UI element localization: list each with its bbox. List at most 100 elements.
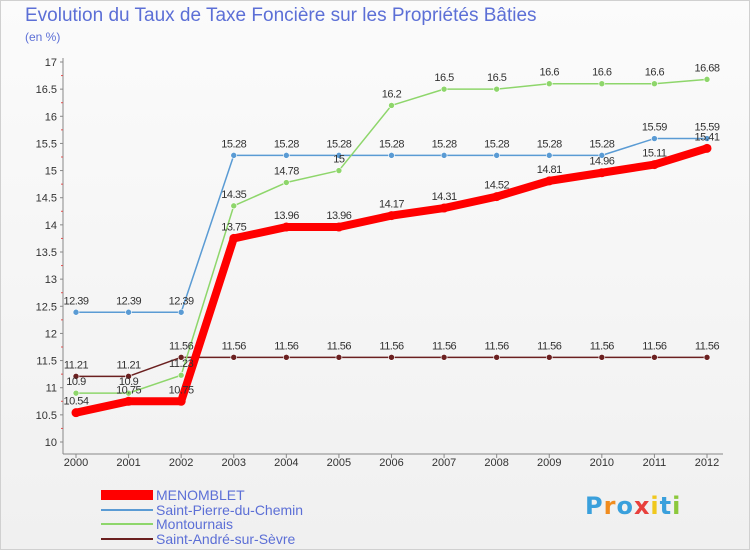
data-point — [492, 192, 502, 202]
data-label: 11.21 — [116, 359, 141, 371]
data-point — [440, 152, 448, 159]
data-point — [335, 354, 343, 361]
y-tick-label: 17 — [45, 57, 57, 69]
data-label: 11.56 — [590, 340, 615, 352]
data-label: 15.11 — [642, 148, 667, 160]
legend-swatch — [101, 490, 153, 500]
x-tick-label: 2010 — [590, 457, 614, 469]
data-point — [177, 371, 185, 379]
data-point — [703, 76, 711, 83]
data-point — [229, 233, 239, 243]
x-tick-label: 2007 — [432, 457, 456, 469]
data-point — [335, 167, 343, 174]
data-point — [651, 80, 658, 88]
data-point — [283, 354, 290, 361]
data-label: 14.96 — [589, 156, 614, 168]
chart-title: Evolution du Taux de Taxe Foncière sur l… — [25, 5, 537, 26]
data-label: 15.28 — [326, 138, 351, 150]
legend-item-montournais: Montournais — [101, 516, 233, 532]
y-tick-label: 12.5 — [36, 301, 57, 313]
y-tick-label: 14.5 — [36, 193, 57, 205]
x-tick-label: 2003 — [222, 457, 246, 469]
legend-item-saint-andre: Saint-André-sur-Sèvre — [101, 531, 295, 547]
data-label: 16.6 — [592, 67, 612, 79]
logo-letter: i — [672, 492, 682, 520]
logo-letter: o — [616, 492, 634, 520]
data-label: 12.39 — [169, 295, 194, 307]
data-label: 14.78 — [274, 166, 299, 178]
data-point — [598, 354, 606, 361]
data-label: 15.28 — [589, 138, 614, 150]
data-label: 10.75 — [116, 384, 141, 396]
data-label: 15.59 — [694, 122, 719, 134]
data-label: 15.28 — [484, 138, 509, 150]
y-tick-label: 10.5 — [36, 410, 57, 422]
data-point — [545, 80, 553, 88]
data-point — [544, 176, 554, 186]
legend-label: MENOMBLET — [156, 487, 245, 503]
data-point — [702, 143, 712, 153]
legend-item-menomblet: MENOMBLET — [101, 487, 245, 503]
data-label: 16.68 — [694, 62, 719, 74]
data-point — [72, 308, 80, 316]
chart-unit-label: (en %) — [25, 30, 61, 44]
x-tick-label: 2002 — [169, 457, 193, 469]
data-point — [230, 202, 238, 210]
logo-letter: P — [585, 492, 604, 520]
data-label: 14.35 — [221, 189, 246, 201]
data-point — [493, 85, 500, 93]
data-point — [176, 396, 186, 406]
logo-letter: t — [659, 492, 673, 520]
data-point — [597, 168, 607, 178]
data-point — [177, 354, 185, 361]
data-label: 10.75 — [169, 384, 194, 396]
data-label: 11.56 — [642, 340, 667, 352]
data-point — [703, 354, 711, 361]
data-point — [177, 308, 185, 316]
data-label: 16.6 — [645, 67, 665, 79]
data-point — [230, 152, 238, 159]
data-point — [439, 203, 449, 213]
data-label: 16.5 — [434, 72, 454, 84]
series-line — [72, 144, 711, 417]
data-point — [281, 222, 291, 232]
data-label: 12.39 — [116, 295, 141, 307]
data-label: 10.9 — [66, 376, 86, 388]
data-label: 16.2 — [382, 88, 402, 100]
data-label: 11.56 — [537, 340, 562, 352]
x-tick-label: 2005 — [327, 457, 351, 469]
data-label: 15.28 — [537, 138, 562, 150]
x-tick-label: 2001 — [116, 457, 140, 469]
data-label: 16.6 — [540, 67, 560, 79]
data-point — [493, 354, 500, 361]
x-tick-label: 2012 — [695, 457, 719, 469]
data-label: 15.59 — [642, 122, 667, 134]
data-label: 15.28 — [274, 138, 299, 150]
y-tick-label: 15.5 — [36, 138, 57, 150]
legend-swatch — [101, 509, 153, 511]
data-label: 15.28 — [432, 138, 457, 150]
data-label: 11.56 — [222, 340, 247, 352]
data-point — [334, 222, 344, 232]
y-tick-label: 13.5 — [36, 247, 57, 259]
data-point — [703, 135, 711, 142]
y-tick-label: 16 — [45, 111, 57, 123]
x-tick-label: 2004 — [274, 457, 298, 469]
data-point — [545, 354, 553, 361]
data-label: 14.81 — [537, 164, 562, 176]
data-label: 11.56 — [169, 340, 194, 352]
data-label: 14.52 — [484, 180, 509, 192]
data-label: 11.56 — [695, 340, 720, 352]
y-tick-label: 15 — [45, 166, 57, 178]
data-label: 11.21 — [64, 359, 89, 371]
data-point — [388, 354, 395, 361]
data-label: 14.31 — [432, 191, 457, 203]
logo-letter: i — [650, 492, 660, 520]
data-point — [283, 179, 290, 186]
data-label: 11.56 — [432, 340, 457, 352]
data-label: 11.56 — [485, 340, 510, 352]
data-point — [651, 135, 658, 142]
y-tick-label: 11 — [46, 383, 57, 395]
logo-letter: r — [603, 492, 617, 520]
